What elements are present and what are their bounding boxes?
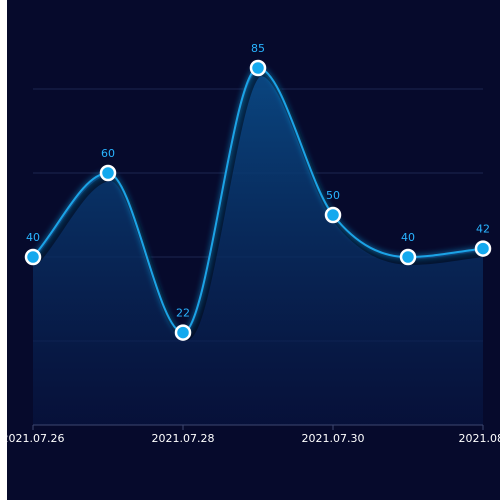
data-point[interactable] <box>399 248 417 266</box>
data-point[interactable] <box>324 206 342 224</box>
data-points <box>24 59 492 341</box>
data-point[interactable] <box>24 248 42 266</box>
data-label: 42 <box>476 223 490 236</box>
x-tick-label: 2021.07.28 <box>152 432 215 445</box>
data-point[interactable] <box>249 59 267 77</box>
data-point[interactable] <box>99 164 117 182</box>
left-edge-strip <box>0 0 7 500</box>
data-label: 40 <box>26 231 40 244</box>
data-label: 60 <box>101 147 115 160</box>
data-point[interactable] <box>174 324 192 341</box>
data-point[interactable] <box>474 240 492 257</box>
x-tick-label: 2021.08. <box>459 432 500 445</box>
data-labels: 40 60 22 85 50 40 42 <box>26 42 490 320</box>
series-area <box>33 68 483 425</box>
x-tick-label: 2021.07.26 <box>2 432 65 445</box>
data-label: 22 <box>176 307 190 320</box>
x-tick-label: 2021.07.30 <box>302 432 365 445</box>
data-label: 85 <box>251 42 265 55</box>
data-label: 50 <box>326 189 340 202</box>
data-label: 40 <box>401 231 415 244</box>
x-axis-ticks: 2021.07.26 2021.07.28 2021.07.30 2021.08. <box>2 425 500 445</box>
